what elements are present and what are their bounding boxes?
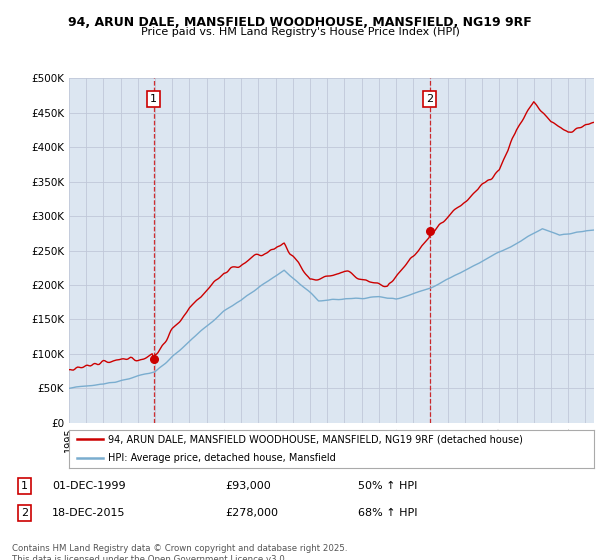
Text: HPI: Average price, detached house, Mansfield: HPI: Average price, detached house, Mans…	[109, 453, 336, 463]
Text: 1: 1	[21, 481, 28, 491]
Text: Price paid vs. HM Land Registry's House Price Index (HPI): Price paid vs. HM Land Registry's House …	[140, 27, 460, 37]
Text: 18-DEC-2015: 18-DEC-2015	[52, 508, 126, 518]
Text: £93,000: £93,000	[225, 481, 271, 491]
Text: 2: 2	[426, 94, 433, 104]
Text: Contains HM Land Registry data © Crown copyright and database right 2025.
This d: Contains HM Land Registry data © Crown c…	[12, 544, 347, 560]
Text: 68% ↑ HPI: 68% ↑ HPI	[358, 508, 417, 518]
Text: 50% ↑ HPI: 50% ↑ HPI	[358, 481, 417, 491]
Text: 01-DEC-1999: 01-DEC-1999	[52, 481, 126, 491]
Text: 94, ARUN DALE, MANSFIELD WOODHOUSE, MANSFIELD, NG19 9RF (detached house): 94, ARUN DALE, MANSFIELD WOODHOUSE, MANS…	[109, 434, 523, 444]
Text: 1: 1	[150, 94, 157, 104]
Text: 94, ARUN DALE, MANSFIELD WOODHOUSE, MANSFIELD, NG19 9RF: 94, ARUN DALE, MANSFIELD WOODHOUSE, MANS…	[68, 16, 532, 29]
Text: 2: 2	[21, 508, 28, 518]
Text: £278,000: £278,000	[225, 508, 278, 518]
